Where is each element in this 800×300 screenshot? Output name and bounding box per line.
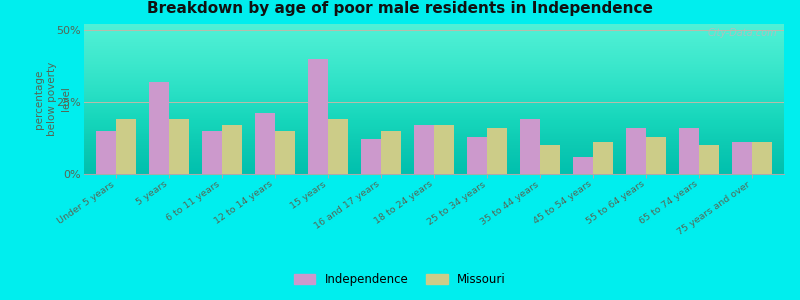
Bar [434,125,454,174]
Bar [381,131,401,174]
Bar [149,82,169,174]
Bar [467,136,487,174]
Bar [626,128,646,174]
Bar [116,119,136,174]
Bar [308,58,328,174]
Bar [752,142,772,174]
Bar [254,113,275,174]
Bar [593,142,614,174]
Bar [275,131,295,174]
Bar [520,119,540,174]
Bar [679,128,699,174]
Bar [699,145,719,174]
Bar [328,119,348,174]
Bar [222,125,242,174]
Bar [414,125,434,174]
Bar [487,128,507,174]
Bar [361,140,381,174]
Y-axis label: percentage
below poverty
level: percentage below poverty level [34,62,70,136]
Bar [646,136,666,174]
Bar [732,142,752,174]
Text: City-Data.com: City-Data.com [707,28,777,38]
Bar [573,157,593,174]
Text: Breakdown by age of poor male residents in Independence: Breakdown by age of poor male residents … [147,2,653,16]
Bar [540,145,560,174]
Legend: Independence, Missouri: Independence, Missouri [290,269,510,291]
Bar [96,131,116,174]
Bar [202,131,222,174]
Bar [169,119,189,174]
